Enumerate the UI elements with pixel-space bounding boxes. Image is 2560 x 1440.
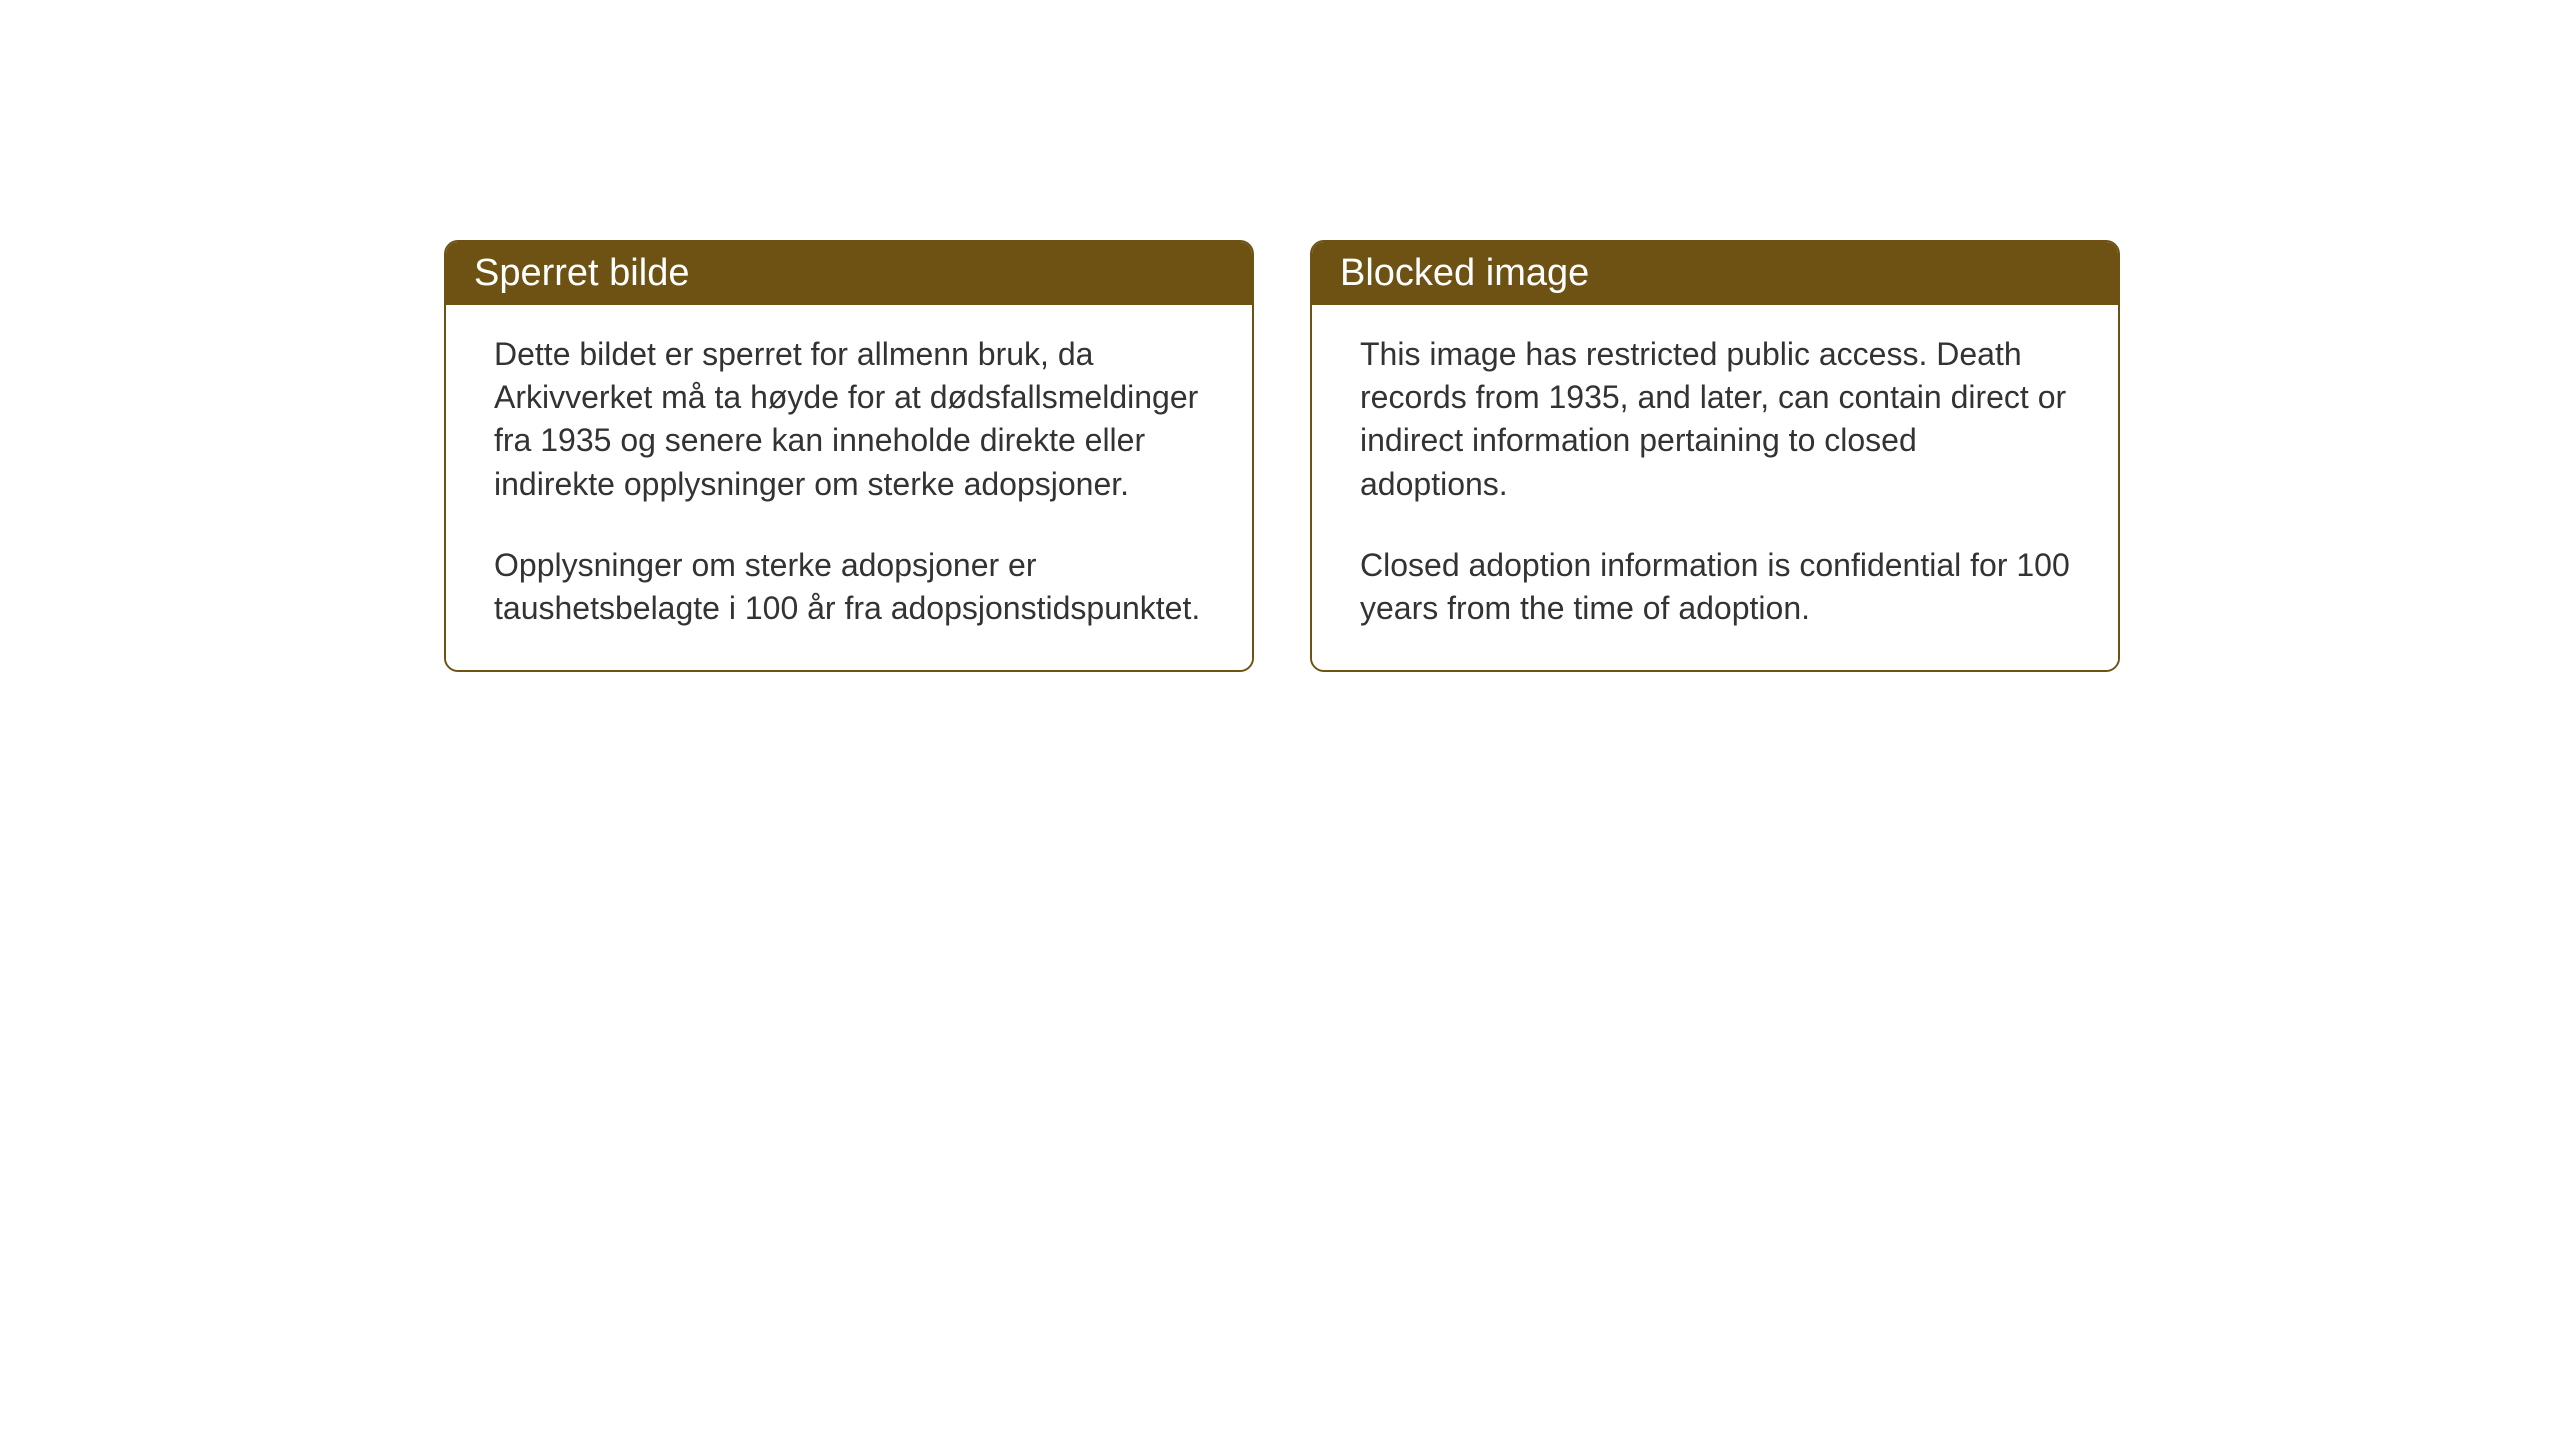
card-body-norwegian: Dette bildet er sperret for allmenn bruk… xyxy=(446,305,1252,670)
card-paragraph-1-norwegian: Dette bildet er sperret for allmenn bruk… xyxy=(494,333,1204,506)
card-norwegian: Sperret bilde Dette bildet er sperret fo… xyxy=(444,240,1254,672)
card-paragraph-2-english: Closed adoption information is confident… xyxy=(1360,544,2070,630)
card-header-english: Blocked image xyxy=(1312,242,2118,305)
cards-container: Sperret bilde Dette bildet er sperret fo… xyxy=(444,240,2120,672)
card-body-english: This image has restricted public access.… xyxy=(1312,305,2118,670)
card-title-norwegian: Sperret bilde xyxy=(474,252,689,294)
card-paragraph-1-english: This image has restricted public access.… xyxy=(1360,333,2070,506)
card-header-norwegian: Sperret bilde xyxy=(446,242,1252,305)
card-english: Blocked image This image has restricted … xyxy=(1310,240,2120,672)
card-paragraph-2-norwegian: Opplysninger om sterke adopsjoner er tau… xyxy=(494,544,1204,630)
card-title-english: Blocked image xyxy=(1340,252,1589,294)
